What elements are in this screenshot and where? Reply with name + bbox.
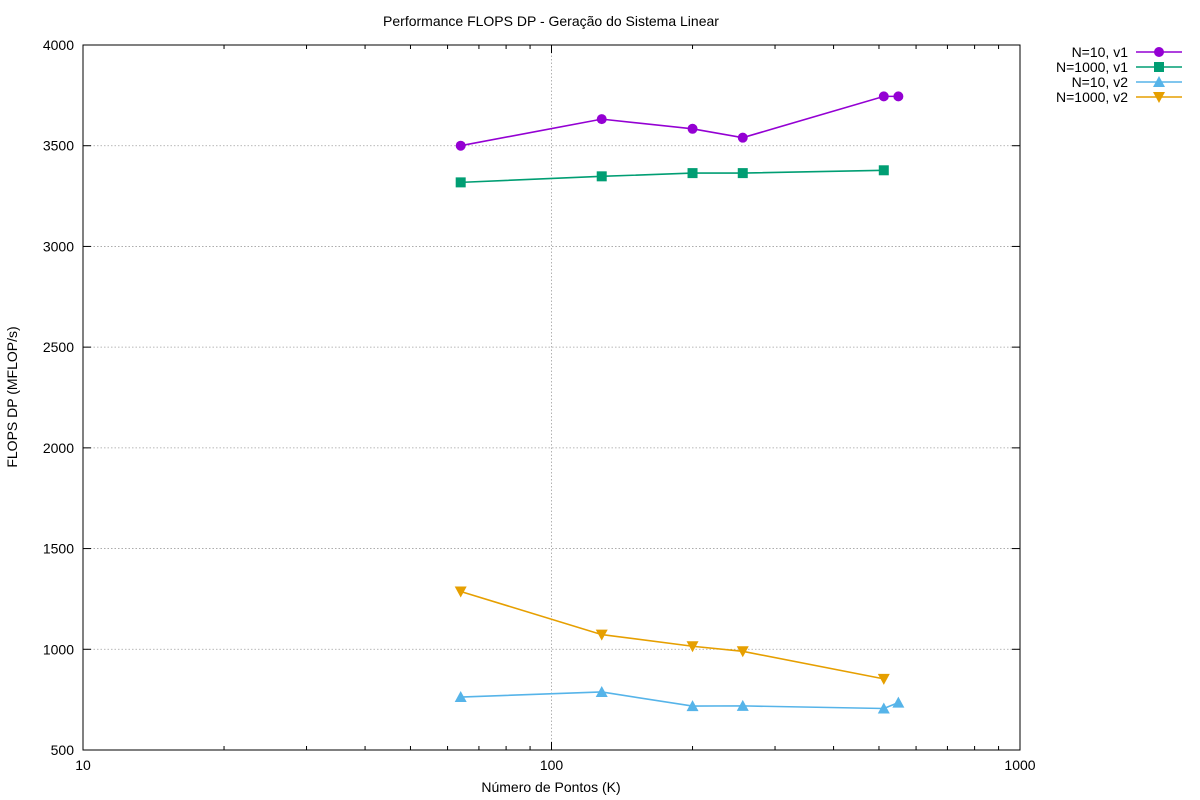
y-tick-label: 500 bbox=[51, 742, 75, 758]
legend-marker bbox=[1154, 47, 1164, 57]
y-tick-label: 1000 bbox=[43, 641, 74, 657]
legend-label: N=10, v2 bbox=[1072, 74, 1129, 90]
x-tick-label: 100 bbox=[540, 757, 564, 773]
y-tick-label: 1500 bbox=[43, 541, 74, 557]
legend-label: N=1000, v1 bbox=[1056, 59, 1128, 75]
legend: N=10, v1N=1000, v1N=10, v2N=1000, v2 bbox=[1056, 44, 1182, 105]
data-point bbox=[736, 646, 749, 658]
chart-title: Performance FLOPS DP - Geração do Sistem… bbox=[383, 13, 719, 29]
data-point bbox=[455, 140, 466, 151]
legend-item: N=1000, v2 bbox=[1056, 89, 1182, 105]
series bbox=[454, 91, 905, 714]
data-point bbox=[455, 177, 466, 188]
series-n-1000-v1 bbox=[455, 165, 889, 188]
legend-item: N=10, v2 bbox=[1072, 74, 1182, 90]
y-tick-label: 4000 bbox=[43, 37, 74, 53]
data-point bbox=[737, 168, 748, 179]
data-point bbox=[595, 685, 608, 697]
data-point bbox=[596, 171, 607, 182]
series-n-10-v1 bbox=[455, 91, 904, 151]
legend-marker bbox=[1153, 76, 1165, 87]
grid bbox=[83, 45, 1020, 750]
y-tick-label: 3500 bbox=[43, 138, 74, 154]
data-point bbox=[737, 132, 748, 143]
series-n-10-v2 bbox=[454, 685, 905, 714]
data-point bbox=[878, 165, 889, 176]
y-tick-label: 2000 bbox=[43, 440, 74, 456]
data-point bbox=[893, 91, 904, 102]
legend-item: N=1000, v1 bbox=[1056, 59, 1182, 75]
data-point bbox=[877, 673, 890, 685]
data-point bbox=[686, 641, 699, 653]
y-tick-label: 2500 bbox=[43, 339, 74, 355]
y-tick-label: 3000 bbox=[43, 238, 74, 254]
data-point bbox=[877, 702, 890, 714]
data-point bbox=[878, 91, 889, 102]
axis-ticks: 500 1000 1500 2000 2500 3000 3500 4000 10 100 1000 bbox=[43, 37, 1036, 773]
legend-item: N=10, v1 bbox=[1072, 44, 1182, 60]
data-point bbox=[454, 691, 467, 703]
x-axis-label: Número de Pontos (K) bbox=[481, 779, 620, 795]
data-point bbox=[596, 114, 607, 125]
series-n-1000-v2 bbox=[454, 586, 890, 685]
data-point bbox=[454, 586, 467, 598]
x-tick-label: 1000 bbox=[1004, 757, 1035, 773]
legend-label: N=10, v1 bbox=[1072, 44, 1129, 60]
data-point bbox=[892, 696, 905, 708]
legend-marker bbox=[1153, 92, 1165, 103]
data-point bbox=[686, 700, 699, 712]
x-tick-label: 10 bbox=[75, 757, 91, 773]
data-point bbox=[687, 168, 698, 179]
data-point bbox=[595, 629, 608, 641]
legend-marker bbox=[1154, 62, 1164, 72]
data-point bbox=[736, 699, 749, 711]
y-axis-label: FLOPS DP (MFLOP/s) bbox=[4, 326, 20, 467]
data-point bbox=[687, 123, 698, 134]
legend-label: N=1000, v2 bbox=[1056, 89, 1128, 105]
